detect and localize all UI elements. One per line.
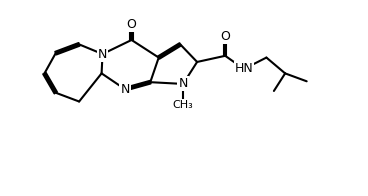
Text: O: O	[127, 18, 137, 31]
Text: N: N	[120, 83, 130, 96]
Text: HN: HN	[234, 63, 253, 75]
Text: N: N	[98, 48, 107, 61]
Text: O: O	[220, 30, 230, 43]
Text: N: N	[178, 77, 188, 90]
Text: CH₃: CH₃	[173, 100, 194, 110]
